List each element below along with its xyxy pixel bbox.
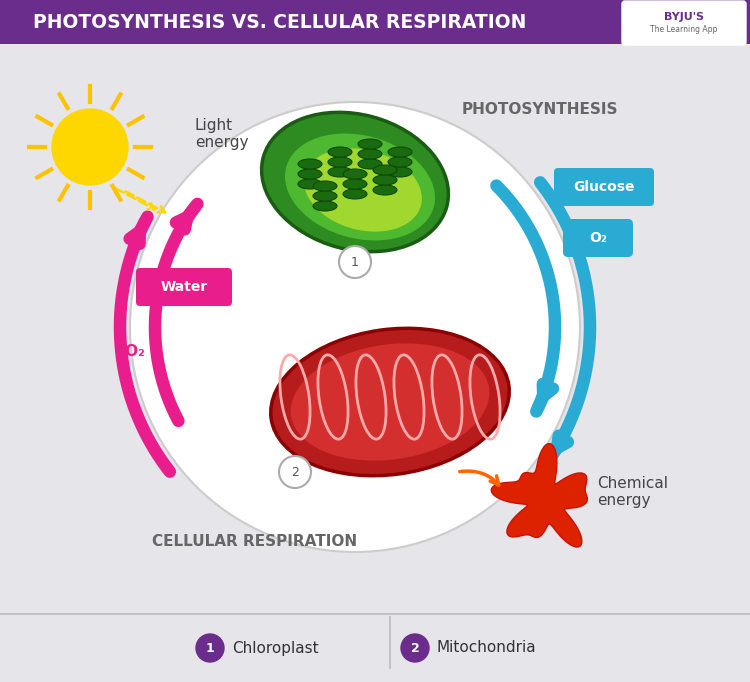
Ellipse shape [271,328,509,476]
Ellipse shape [298,179,322,189]
Text: 1: 1 [351,256,359,269]
Text: Chemical
energy: Chemical energy [597,476,668,508]
Ellipse shape [298,159,322,169]
Ellipse shape [313,201,337,211]
Text: PHOTOSYNTHESIS: PHOTOSYNTHESIS [462,102,618,117]
Ellipse shape [291,343,489,460]
Circle shape [52,109,128,185]
Text: CELLULAR RESPIRATION: CELLULAR RESPIRATION [152,535,358,550]
Text: 1: 1 [206,642,214,655]
Text: Mitochondria: Mitochondria [437,640,537,655]
Text: The Learning App: The Learning App [650,25,718,35]
Ellipse shape [313,191,337,201]
Ellipse shape [373,175,397,185]
Text: Water: Water [160,280,208,294]
Text: O₂: O₂ [589,231,607,245]
Ellipse shape [373,185,397,195]
Ellipse shape [328,167,352,177]
Ellipse shape [328,147,352,157]
Ellipse shape [343,169,367,179]
Text: 2: 2 [411,642,419,655]
Ellipse shape [313,181,337,191]
Text: BYJU'S: BYJU'S [664,12,704,22]
Polygon shape [491,443,587,547]
FancyBboxPatch shape [136,268,232,306]
Circle shape [339,246,371,278]
FancyBboxPatch shape [622,1,746,45]
Ellipse shape [284,132,436,241]
Circle shape [196,634,224,662]
Text: PHOTOSYNTHESIS VS. CELLULAR RESPIRATION: PHOTOSYNTHESIS VS. CELLULAR RESPIRATION [33,12,526,31]
FancyBboxPatch shape [563,219,633,257]
FancyBboxPatch shape [554,168,654,206]
Text: 2: 2 [291,466,299,479]
Ellipse shape [388,147,412,157]
Ellipse shape [343,189,367,199]
Ellipse shape [388,167,412,177]
Ellipse shape [298,169,322,179]
Circle shape [401,634,429,662]
Ellipse shape [388,157,412,167]
Ellipse shape [373,165,397,175]
Ellipse shape [262,113,448,252]
Text: Glucose: Glucose [573,180,634,194]
Circle shape [279,456,311,488]
Ellipse shape [304,149,422,232]
Text: Light
energy: Light energy [195,118,248,150]
Ellipse shape [358,139,382,149]
Circle shape [130,102,580,552]
Text: CO₂: CO₂ [115,344,146,359]
Text: Chloroplast: Chloroplast [232,640,319,655]
Bar [0,0,750,44]
Ellipse shape [358,159,382,169]
Ellipse shape [343,179,367,189]
Ellipse shape [328,157,352,167]
Ellipse shape [358,149,382,159]
